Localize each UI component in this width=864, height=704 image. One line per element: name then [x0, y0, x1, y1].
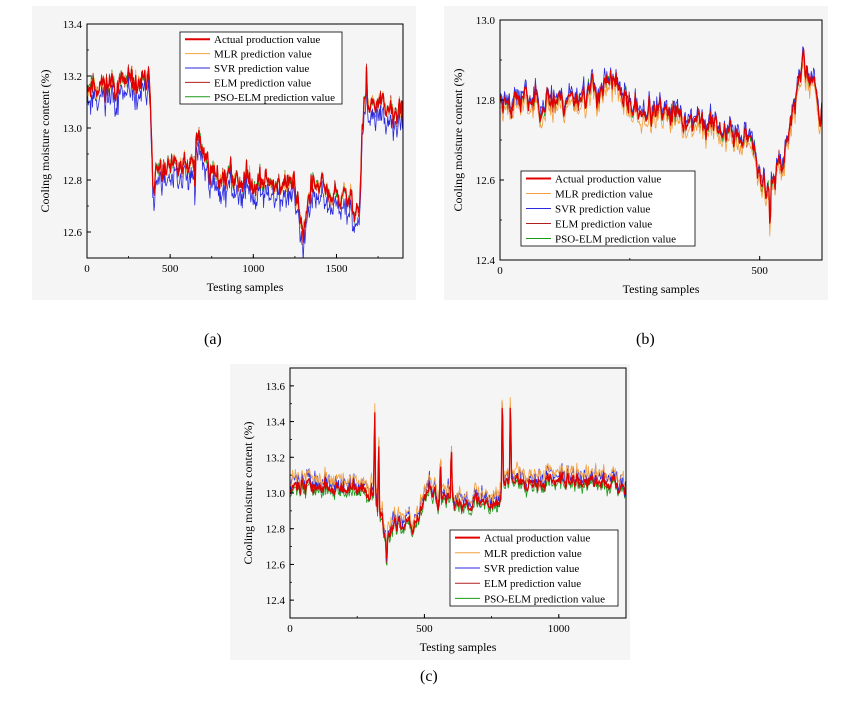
series-line-mlr-prediction-value — [290, 396, 626, 552]
y-tick-label: 12.4 — [476, 255, 496, 267]
series-line-svr-prediction-value — [87, 72, 403, 258]
y-tick-label: 12.6 — [63, 227, 83, 239]
x-tick-label: 500 — [416, 623, 433, 635]
panel-c-background — [230, 364, 630, 660]
plot-area — [87, 63, 403, 258]
legend-label: Actual production value — [484, 533, 590, 545]
y-tick-label: 13.0 — [476, 15, 496, 27]
y-tick-label: 12.4 — [266, 595, 286, 607]
y-tick-label: 12.8 — [63, 175, 83, 187]
y-tick-label: 13.2 — [63, 71, 82, 83]
y-tick-label: 12.8 — [266, 524, 286, 536]
y-tick-label: 13.0 — [266, 488, 286, 500]
legend-label: MLR prediction value — [484, 548, 582, 560]
legend-label: PSO-ELM prediction value — [484, 593, 605, 605]
y-tick-label: 13.0 — [63, 123, 83, 135]
x-axis-label: Testing samples — [207, 280, 284, 294]
x-tick-label: 1000 — [242, 263, 265, 275]
series-line-actual-production-value — [500, 48, 822, 224]
x-axis-label: Testing samples — [420, 640, 497, 654]
y-tick-label: 12.6 — [476, 175, 496, 187]
legend-label: ELM prediction value — [555, 219, 652, 231]
legend-label: MLR prediction value — [214, 49, 312, 61]
caption-b: (b) — [636, 331, 655, 348]
y-tick-label: 13.2 — [266, 452, 285, 464]
plot-area — [500, 46, 822, 237]
x-tick-label: 0 — [84, 263, 90, 275]
legend-label: SVR prediction value — [484, 563, 579, 575]
series-line-actual-production-value — [290, 407, 626, 559]
legend-label: SVR prediction value — [555, 204, 650, 216]
y-tick-label: 12.8 — [476, 95, 496, 107]
legend-label: SVR prediction value — [214, 63, 309, 75]
x-tick-label: 0 — [497, 265, 503, 277]
y-tick-label: 12.6 — [266, 559, 286, 571]
x-tick-label: 500 — [751, 265, 768, 277]
y-tick-label: 13.4 — [266, 417, 286, 429]
legend-label: Actual production value — [555, 174, 661, 186]
series-line-actual-production-value — [87, 66, 403, 243]
y-tick-label: 13.4 — [63, 19, 83, 31]
legend-label: ELM prediction value — [214, 77, 311, 89]
y-axis-label: Cooling moisture content (%) — [38, 70, 52, 213]
panel-b-background — [444, 6, 828, 300]
legend-label: PSO-ELM prediction value — [214, 92, 335, 104]
x-tick-label: 0 — [287, 623, 293, 635]
plot-area — [290, 396, 626, 566]
y-tick-label: 13.6 — [266, 381, 286, 393]
x-tick-label: 1000 — [548, 623, 571, 635]
y-axis-label: Cooling moisture content (%) — [241, 422, 255, 565]
y-axis-label: Cooling moisture content (%) — [451, 69, 465, 212]
plot-frame — [86, 23, 404, 259]
x-tick-label: 1500 — [325, 263, 348, 275]
legend-label: Actual production value — [214, 34, 320, 46]
legend-label: MLR prediction value — [555, 189, 653, 201]
legend-label: ELM prediction value — [484, 578, 581, 590]
caption-c: (c) — [420, 668, 438, 685]
legend-label: PSO-ELM prediction value — [555, 234, 676, 246]
x-tick-label: 500 — [162, 263, 179, 275]
caption-a: (a) — [204, 331, 222, 348]
x-axis-label: Testing samples — [623, 282, 700, 296]
